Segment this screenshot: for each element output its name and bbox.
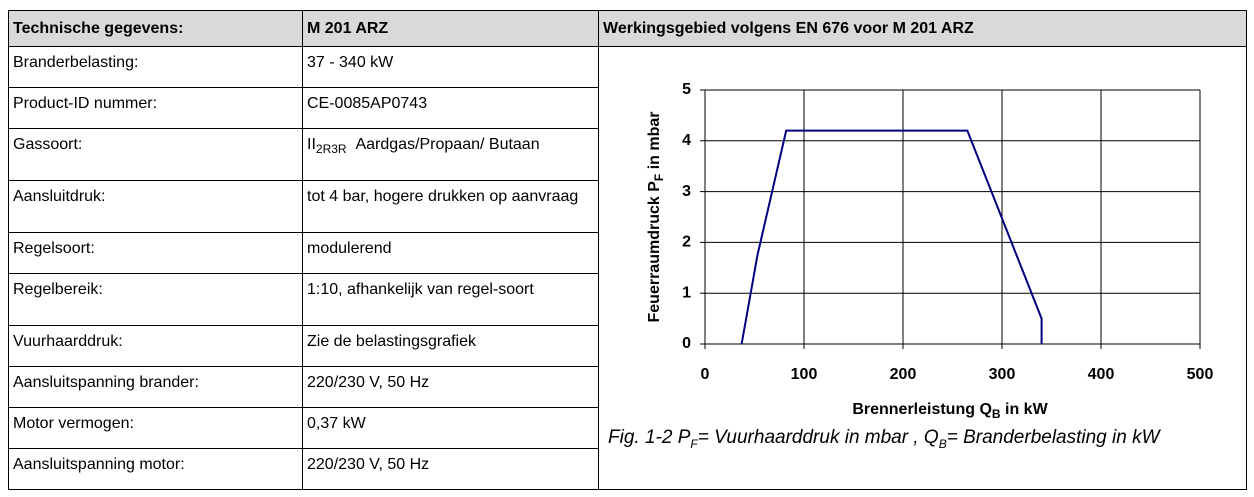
y-tick-label: 0 [682,335,691,352]
x-tick-label: 200 [890,366,917,383]
x-tick-label: 0 [701,366,710,383]
value-cell: 37 - 340 kW [302,46,599,88]
y-tick-label: 2 [682,234,691,251]
label-cell: Vuurhaarddruk: [8,325,303,367]
line [740,129,1043,345]
y-tick-label: 3 [682,183,691,200]
y-axis-label: Feuerraumdruck PF in mbar [646,112,666,323]
label-cell: Motor vermogen: [8,407,303,449]
value-cell: CE-0085AP0743 [302,87,599,129]
value-cell: 0,37 kW [302,407,599,449]
value-cell: tot 4 bar, hogere drukken op aanvraag [302,180,599,233]
x-tick-label: 500 [1187,366,1214,383]
x-tick-label: 100 [791,366,818,383]
subscript: 2R3R [315,142,347,157]
value-cell: modulerend [302,232,599,274]
text: Fig. 1-2 P [608,427,691,448]
text: Aardgas/Propaan/ Butaan [355,136,540,153]
value-cell: II2R3R Aardgas/Propaan/ Butaan [302,128,599,181]
spec-table: Technische gegevens: M 201 ARZ Werkingsg… [8,10,1247,490]
figure-caption: Fig. 1-2 PF= Vuurhaarddruk in mbar , QB=… [608,426,1248,456]
subscript: F [690,436,698,451]
text: = Vuurhaarddruk in mbar , Q [697,427,939,448]
value-cell: 220/230 V, 50 Hz [302,448,599,490]
subscript: F [652,174,666,181]
label-cell: Regelsoort: [8,232,303,274]
x-tick-label: 400 [1088,366,1115,383]
y-tick-label: 5 [682,81,691,98]
header-row: Technische gegevens: M 201 ARZ Werkingsg… [8,10,1247,47]
value-cell: 220/230 V, 50 Hz [302,366,599,408]
subscript: B [938,436,947,451]
text: in mbar [646,112,663,174]
text: = Branderbelasting in kW [946,427,1160,448]
label-cell: Aansluitspanning motor: [8,448,303,490]
label-cell: Aansluitspanning brander: [8,366,303,408]
text: Feuerraumdruck P [646,181,663,323]
label-cell: Regelbereik: [8,273,303,326]
x-axis-label: Brennerleistung QB in kW [852,401,1048,421]
text: in kW [1001,401,1049,418]
label-cell: Product-ID nummer: [8,87,303,129]
y-tick-label: 1 [682,284,691,301]
value-cell: 1:10, afhankelijk van regel-soort [302,273,599,326]
text: II [307,136,316,153]
subscript: B [992,407,1001,421]
label-cell: Branderbelasting: [8,46,303,88]
chart-cell [598,46,1247,490]
y-tick-label: 4 [682,132,691,149]
x-tick-label: 300 [989,366,1016,383]
header-cell: Technische gegevens: [8,10,303,47]
text: Brennerleistung Q [852,401,992,418]
